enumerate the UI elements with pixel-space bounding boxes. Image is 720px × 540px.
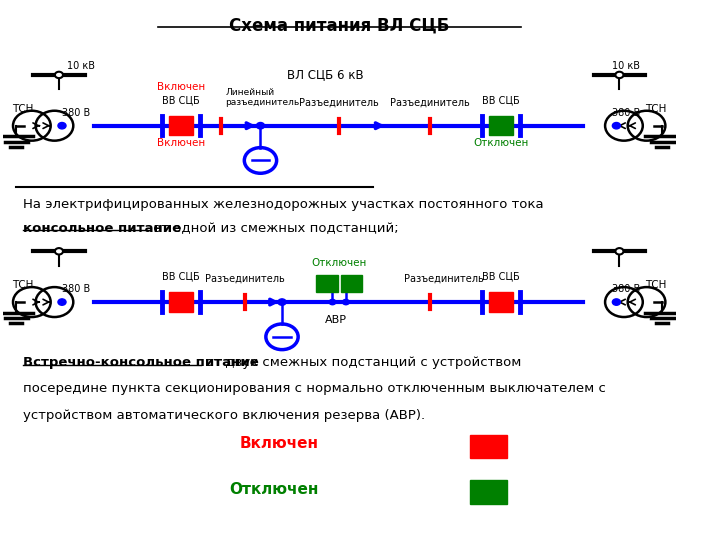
Text: Отключен: Отключен xyxy=(230,482,319,497)
Text: ТСН: ТСН xyxy=(12,104,34,114)
Circle shape xyxy=(329,299,336,305)
FancyBboxPatch shape xyxy=(489,116,513,136)
Text: Включен: Включен xyxy=(157,138,205,148)
Circle shape xyxy=(616,72,624,78)
Text: ВЛ СЦБ 6 кВ: ВЛ СЦБ 6 кВ xyxy=(287,68,364,80)
FancyBboxPatch shape xyxy=(169,116,193,136)
Text: Отключен: Отключен xyxy=(473,138,528,148)
Text: ВВ СЦБ: ВВ СЦБ xyxy=(482,95,520,105)
Circle shape xyxy=(613,123,621,129)
Text: Отключен: Отключен xyxy=(312,258,367,268)
Circle shape xyxy=(55,248,63,254)
Text: 10 кВ: 10 кВ xyxy=(67,60,95,71)
Text: Линейный
разъединитель: Линейный разъединитель xyxy=(225,88,300,107)
FancyBboxPatch shape xyxy=(169,293,193,312)
Text: 380 В: 380 В xyxy=(62,285,90,294)
Circle shape xyxy=(343,299,349,305)
Text: ВВ СЦБ: ВВ СЦБ xyxy=(162,272,200,282)
Text: 380 В: 380 В xyxy=(62,108,90,118)
Text: Встречно-консольное питание: Встречно-консольное питание xyxy=(23,355,258,368)
Text: ВВ СЦБ: ВВ СЦБ xyxy=(482,272,520,282)
Text: 380 В: 380 В xyxy=(612,285,640,294)
Text: ТСН: ТСН xyxy=(12,280,34,290)
Text: от двух смежных подстанций с устройством: от двух смежных подстанций с устройством xyxy=(202,355,521,368)
Text: 10 кВ: 10 кВ xyxy=(612,60,640,71)
Text: Разъединитель: Разъединитель xyxy=(205,274,285,284)
Circle shape xyxy=(55,72,63,78)
Text: Схема питания ВЛ СЦБ: Схема питания ВЛ СЦБ xyxy=(229,16,449,34)
Circle shape xyxy=(256,123,264,129)
Text: ТСН: ТСН xyxy=(644,280,666,290)
Circle shape xyxy=(616,248,624,254)
Circle shape xyxy=(278,299,286,305)
Text: 380 В: 380 В xyxy=(612,108,640,118)
FancyBboxPatch shape xyxy=(316,275,338,293)
Text: ТСН: ТСН xyxy=(644,104,666,114)
Text: посередине пункта секционирования с нормально отключенным выключателем с: посередине пункта секционирования с норм… xyxy=(23,382,606,395)
Text: Включен: Включен xyxy=(240,436,319,451)
Circle shape xyxy=(613,299,621,305)
Text: консольное питание: консольное питание xyxy=(23,222,181,235)
Text: Разъединитель: Разъединитель xyxy=(404,274,483,284)
FancyBboxPatch shape xyxy=(341,275,362,293)
Text: от одной из смежных подстанций;: от одной из смежных подстанций; xyxy=(149,222,398,235)
Text: устройством автоматического включения резерва (АВР).: устройством автоматического включения ре… xyxy=(23,409,425,422)
Text: Разъединитель: Разъединитель xyxy=(300,97,379,107)
Text: АВР: АВР xyxy=(325,315,347,326)
Circle shape xyxy=(58,299,66,305)
Circle shape xyxy=(58,123,66,129)
FancyBboxPatch shape xyxy=(470,435,508,458)
Text: На электрифицированных железнодорожных участках постоянного тока: На электрифицированных железнодорожных у… xyxy=(23,198,544,211)
Text: Разъединитель: Разъединитель xyxy=(390,97,470,107)
Text: ВВ СЦБ: ВВ СЦБ xyxy=(162,95,200,105)
Text: Включен: Включен xyxy=(157,82,205,92)
FancyBboxPatch shape xyxy=(489,293,513,312)
FancyBboxPatch shape xyxy=(470,480,508,504)
